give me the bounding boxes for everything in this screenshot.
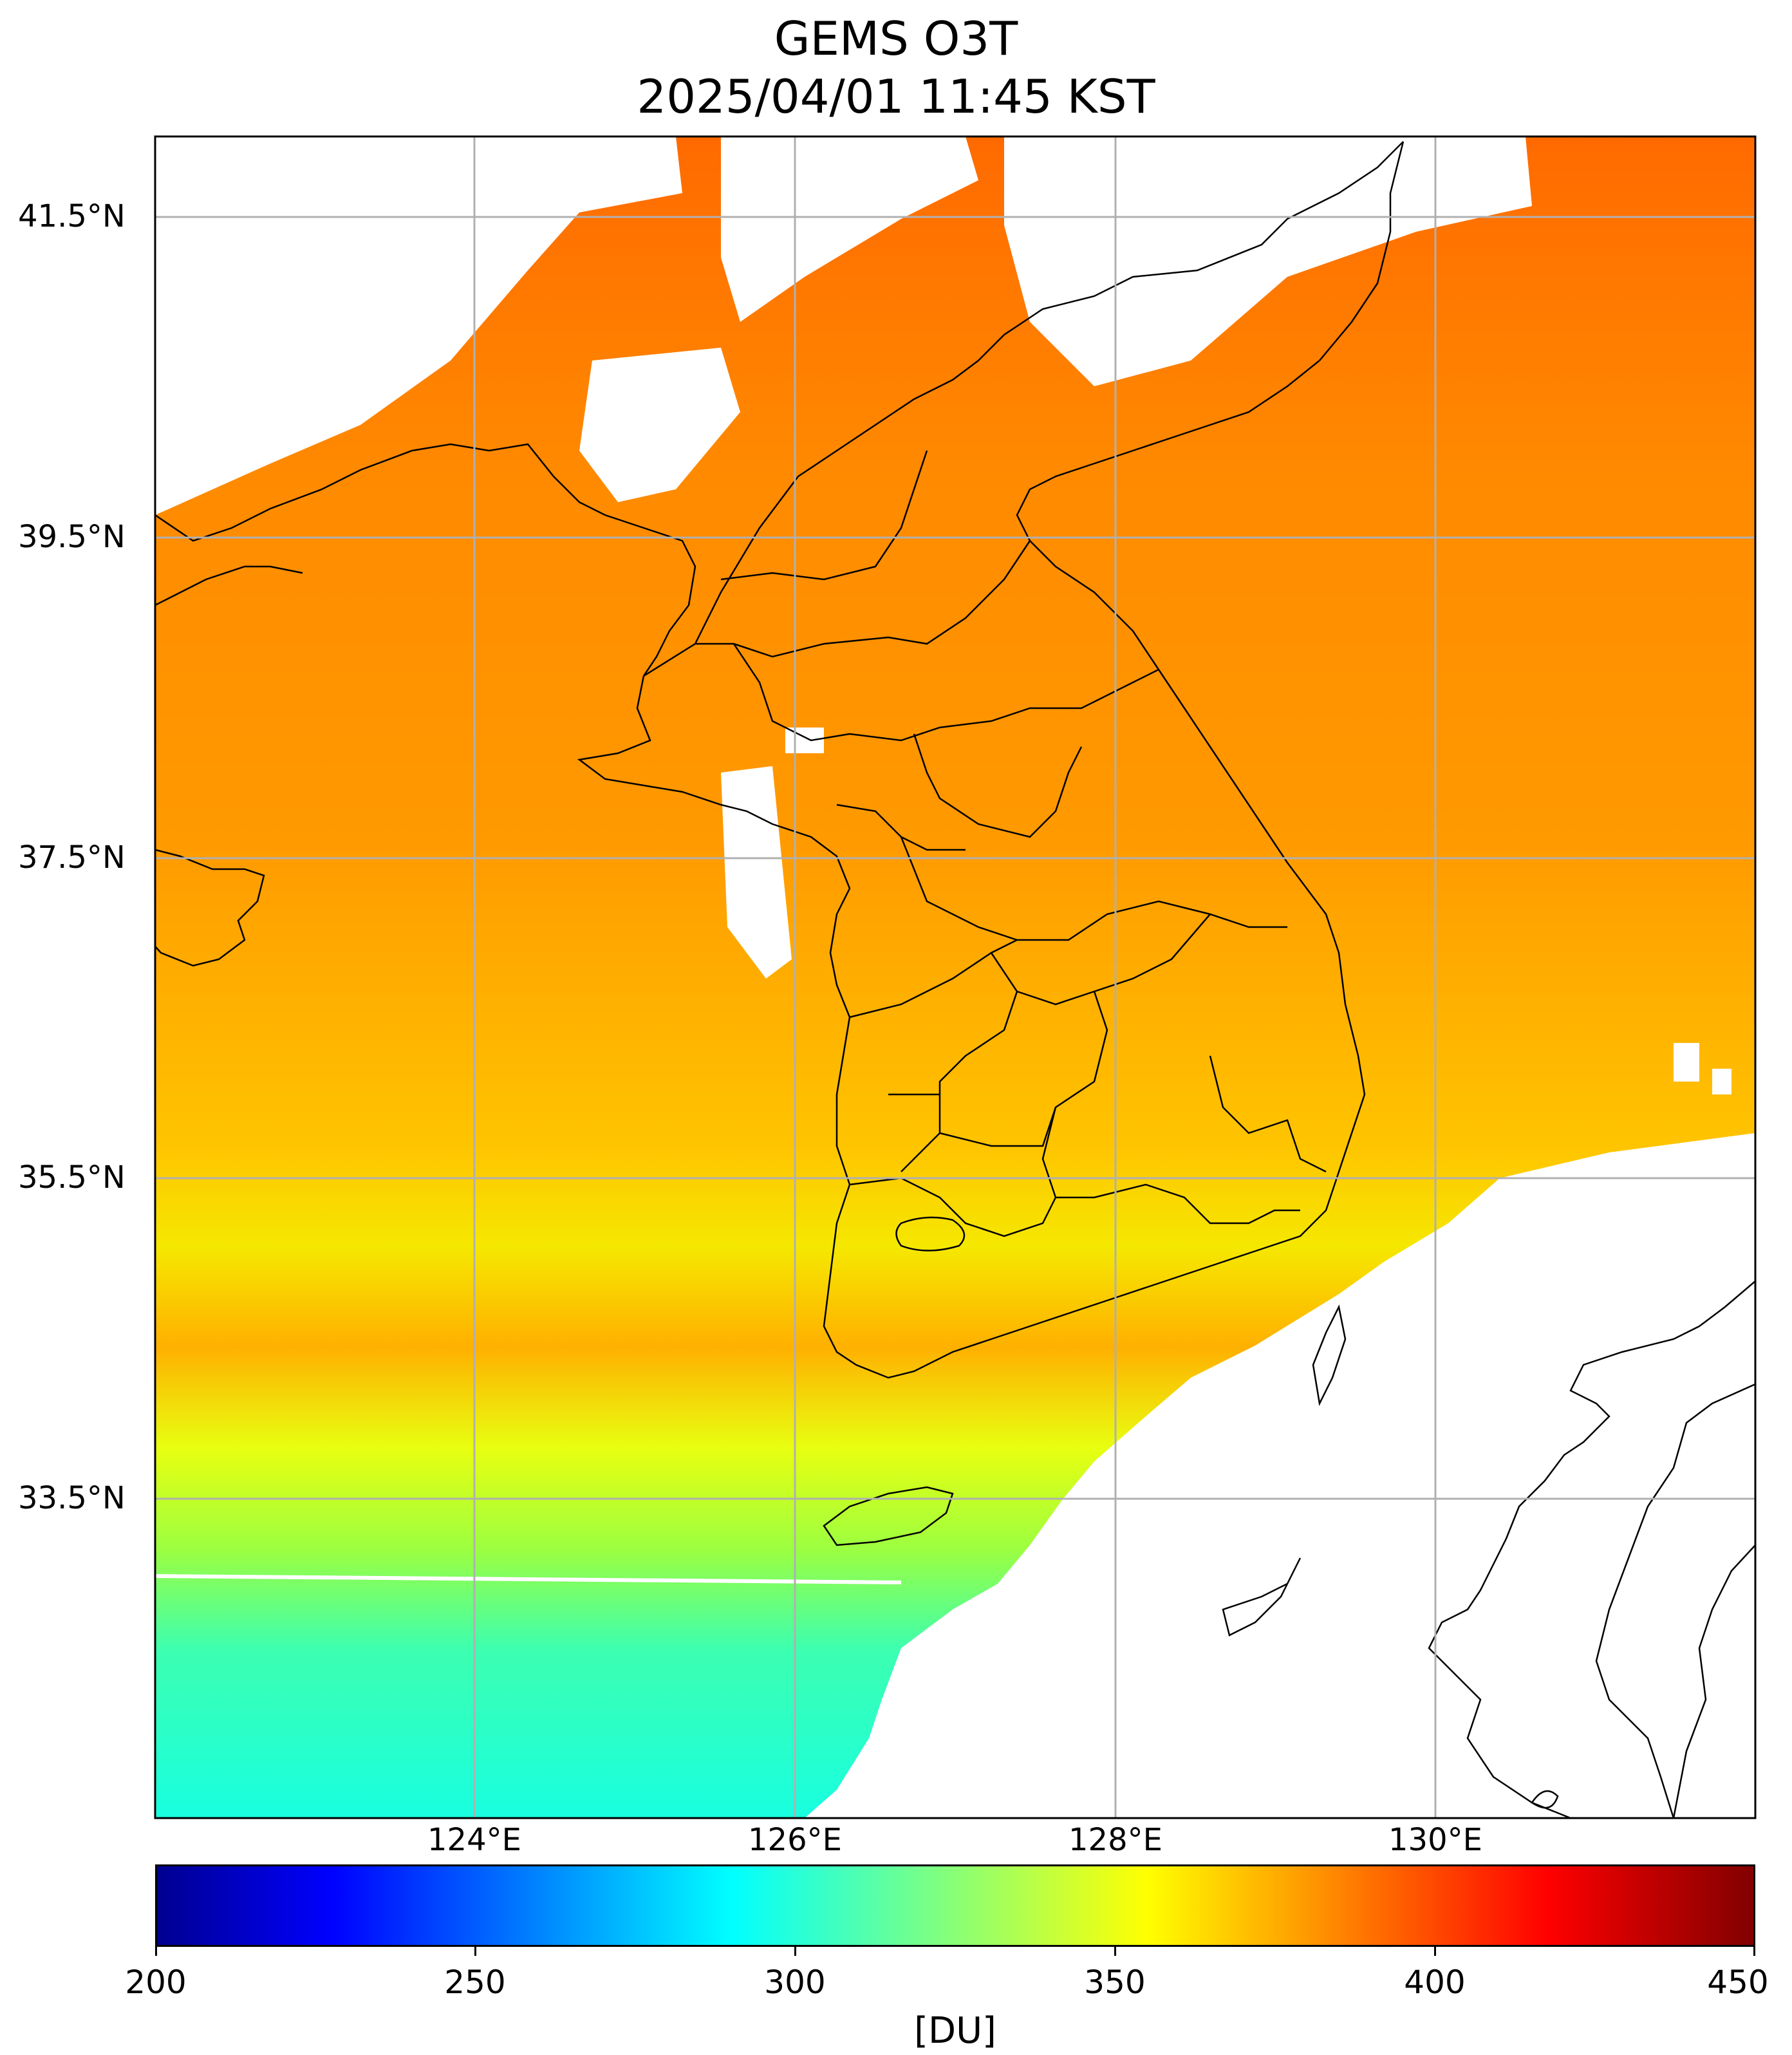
lon-label-130: 130°E — [1388, 1822, 1482, 1858]
colorbar-tick-450: 450 — [1707, 1964, 1769, 2001]
colorbar-unit-label: [DU] — [914, 2010, 996, 2052]
colorbar-tick-350: 350 — [1084, 1964, 1146, 2001]
colorbar-tick-300: 300 — [764, 1964, 826, 2001]
lon-label-128: 128°E — [1069, 1822, 1162, 1858]
colorbar-tick-mark — [155, 1947, 157, 1956]
map-subtitle-time: 2025/04/01 11:45 KST — [637, 70, 1155, 124]
map-frame — [154, 135, 1757, 1819]
colorbar — [155, 1864, 1755, 1947]
lat-label-33-5: 33.5°N — [18, 1480, 126, 1516]
colorbar-tick-200: 200 — [125, 1964, 187, 2001]
missing-data-areas — [155, 136, 1755, 1818]
colorbar-tick-mark — [1114, 1947, 1116, 1956]
colorbar-tick-mark — [474, 1947, 476, 1956]
coastlines — [155, 141, 1755, 1818]
colorbar-tick-mark — [1753, 1947, 1755, 1956]
map-title: GEMS O3T — [774, 12, 1018, 66]
colorbar-gradient — [155, 1864, 1755, 1947]
lat-label-37-5: 37.5°N — [18, 840, 126, 876]
orbit-gap-line — [155, 1574, 902, 1584]
colorbar-tick-250: 250 — [444, 1964, 506, 2001]
graticule — [155, 136, 1755, 1818]
lon-label-124: 124°E — [427, 1822, 521, 1858]
lat-label-39-5: 39.5°N — [18, 519, 126, 555]
lat-label-35-5: 35.5°N — [18, 1159, 126, 1196]
colorbar-tick-mark — [794, 1947, 796, 1956]
colorbar-tick-400: 400 — [1404, 1964, 1466, 2001]
lon-label-126: 126°E — [748, 1822, 842, 1858]
lat-label-41-5: 41.5°N — [18, 198, 126, 234]
colorbar-tick-mark — [1434, 1947, 1436, 1956]
